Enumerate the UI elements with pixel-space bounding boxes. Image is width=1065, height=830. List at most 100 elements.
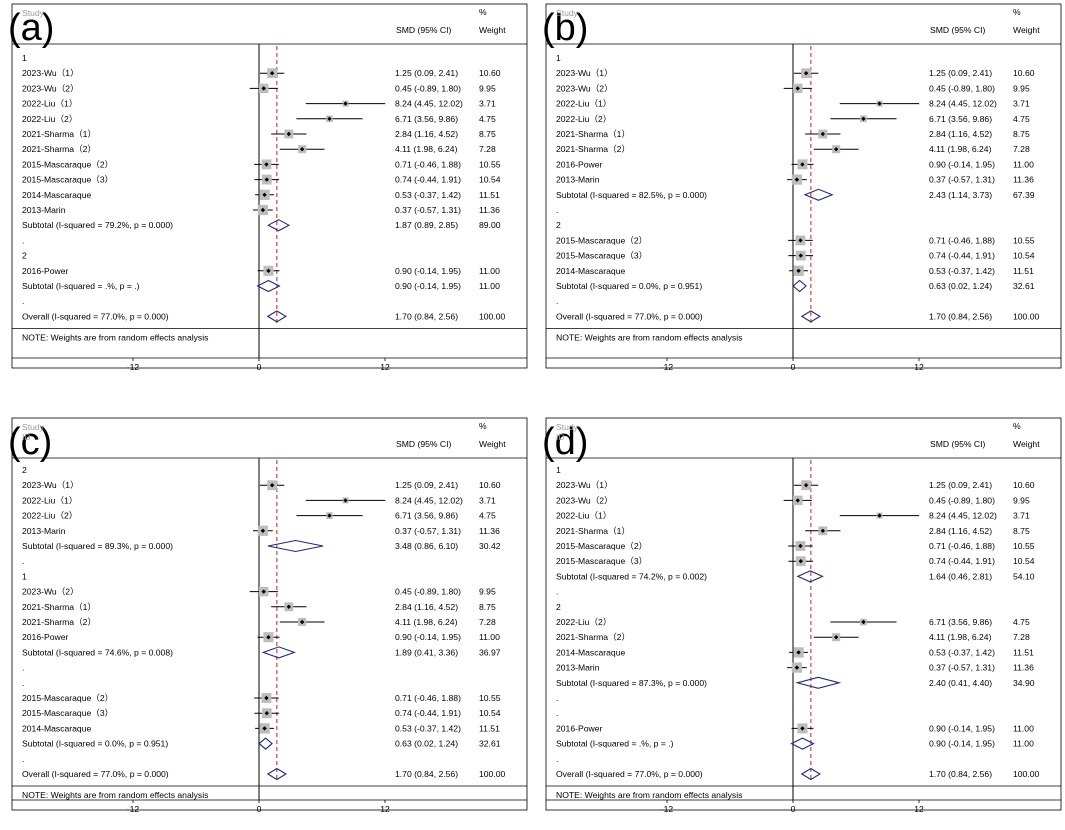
effect-ci-value: 3.48 (0.86, 6.10): [395, 541, 458, 551]
x-tick-label: 12: [380, 362, 390, 372]
effect-ci-value: 8.24 (4.45, 12.02): [929, 99, 997, 109]
point-estimate: [820, 131, 826, 137]
subtotal-diamond: [790, 737, 815, 750]
effect-ci-value: 0.90 (-0.14, 1.95): [929, 739, 995, 749]
dot-label: .: [556, 205, 558, 215]
subtotal-diamond: [792, 279, 807, 293]
header-pct: %: [479, 7, 487, 17]
weight-value: 7.28: [479, 617, 496, 627]
subtotal-diamond: [796, 570, 824, 583]
x-tick-label: -12: [661, 362, 674, 372]
weight-value: 11.00: [1013, 723, 1034, 733]
effect-ci-value: 1.70 (0.84, 2.56): [929, 769, 992, 779]
study-label: 2021-Sharma（1）: [22, 129, 96, 139]
effect-ci-value: 0.71 (-0.46, 1.88): [395, 693, 461, 703]
point-estimate: [264, 711, 269, 716]
effect-ci-value: 0.90 (-0.14, 1.95): [929, 723, 995, 733]
point-estimate: [877, 513, 882, 518]
group-label: 1: [556, 465, 561, 475]
effect-ci-value: 0.90 (-0.14, 1.95): [395, 281, 461, 291]
study-label: 2013-Marin: [22, 526, 66, 536]
overall-diamond: [266, 767, 287, 781]
header-weight: Weight: [479, 439, 506, 449]
effect-ci-value: 0.74 (-0.44, 1.91): [929, 251, 995, 261]
point-estimate: [796, 650, 801, 655]
effect-ci-value: 8.24 (4.45, 12.02): [395, 99, 463, 109]
header-study: Study: [22, 422, 45, 432]
point-estimate: [861, 619, 866, 625]
study-label: 2022-Liu（1）: [556, 99, 611, 109]
subtotal-diamond: [267, 219, 291, 232]
weight-value: 34.90: [1013, 678, 1035, 688]
panel-letter: (d): [542, 421, 588, 463]
x-tick-label: 12: [914, 362, 924, 372]
footnote: NOTE: Weights are from random effects an…: [556, 790, 742, 800]
dot-label: .: [556, 708, 558, 718]
x-tick-label: 12: [380, 804, 390, 814]
study-label: 2015-Mascaraque（3）: [22, 708, 113, 718]
effect-ci-value: 0.53 (-0.37, 1.42): [929, 647, 995, 657]
effect-ci-value: 1.70 (0.84, 2.56): [395, 769, 458, 779]
point-estimate: [794, 177, 800, 182]
effect-ci-value: 1.70 (0.84, 2.56): [395, 311, 458, 321]
dot-label: .: [22, 556, 24, 566]
weight-value: 10.55: [479, 693, 501, 703]
point-estimate: [262, 726, 267, 731]
point-estimate: [260, 528, 266, 533]
weight-value: 3.71: [479, 99, 496, 109]
panel-letter: (c): [8, 421, 52, 463]
header-weight: Weight: [1013, 25, 1040, 35]
weight-value: 11.36: [1013, 175, 1034, 185]
dot-label: .: [556, 693, 558, 703]
point-estimate: [286, 604, 292, 609]
effect-ci-value: 0.37 (-0.57, 1.31): [395, 205, 461, 215]
study-label: 2015-Mascaraque（3）: [556, 556, 647, 566]
point-estimate: [269, 483, 275, 488]
study-label: 2015-Mascaraque（2）: [556, 541, 647, 551]
x-tick-label: 0: [791, 804, 796, 814]
study-label: 2013-Marin: [22, 205, 66, 215]
point-estimate: [794, 665, 800, 670]
header-smd: SMD (95% CI): [930, 439, 986, 449]
effect-ci-value: 0.71 (-0.46, 1.88): [929, 235, 995, 245]
weight-value: 11.51: [1013, 647, 1034, 657]
subtotal-diamond: [267, 539, 324, 553]
subtotal-label: Subtotal (I-squared = 89.3%, p = 0.000): [22, 541, 173, 551]
point-estimate: [286, 131, 292, 137]
effect-ci-value: 0.53 (-0.37, 1.42): [395, 723, 461, 733]
weight-value: 9.95: [1013, 495, 1030, 505]
weight-value: 30.42: [479, 541, 501, 551]
effect-ci-value: 0.37 (-0.57, 1.31): [929, 663, 995, 673]
study-label: 2023-Wu（2）: [22, 83, 79, 93]
point-estimate: [833, 635, 839, 640]
study-label: 2022-Liu（1）: [22, 495, 77, 505]
weight-value: 10.55: [1013, 235, 1035, 245]
study-label: 2021-Sharma（2）: [556, 632, 630, 642]
study-label: 2014-Mascaraque: [22, 190, 91, 200]
effect-ci-value: 6.71 (3.56, 9.86): [395, 511, 458, 521]
weight-value: 10.60: [1013, 480, 1035, 490]
study-label: 2015-Mascaraque（2）: [556, 235, 647, 245]
group-label: 1: [22, 53, 27, 63]
subtotal-label: Subtotal (I-squared = 0.0%, p = 0.951): [556, 281, 702, 291]
weight-value: 10.55: [479, 159, 501, 169]
point-estimate: [795, 498, 800, 503]
point-estimate: [261, 589, 266, 594]
overall-label: Overall (I-squared = 77.0%, p = 0.000): [22, 311, 169, 321]
panel-letter: (b): [542, 7, 588, 49]
effect-ci-value: 1.89 (0.41, 3.36): [395, 647, 458, 657]
point-estimate: [264, 177, 269, 182]
weight-value: 100.00: [1013, 311, 1040, 321]
study-label: 2013-Marin: [556, 175, 600, 185]
effect-ci-value: 0.71 (-0.46, 1.88): [395, 159, 461, 169]
dot-label: .: [556, 587, 558, 597]
dot-label: .: [22, 235, 24, 245]
weight-value: 8.75: [479, 602, 496, 612]
study-label: 2022-Liu（2）: [22, 511, 77, 521]
effect-ci-value: 0.71 (-0.46, 1.88): [929, 541, 995, 551]
effect-ci-value: 2.43 (1.14, 3.73): [929, 190, 992, 200]
study-label: 2014-Mascaraque: [556, 266, 625, 276]
point-estimate: [266, 268, 271, 273]
weight-value: 11.00: [1013, 159, 1034, 169]
